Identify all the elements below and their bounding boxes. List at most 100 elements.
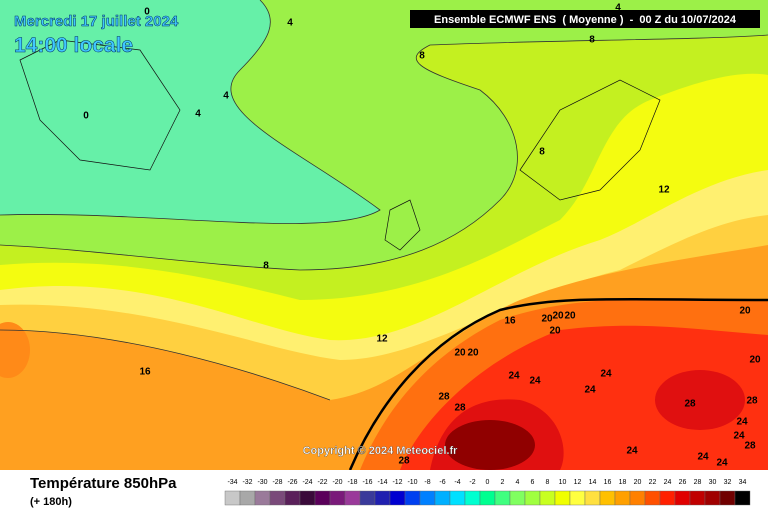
colorbar-label: 10: [559, 479, 567, 486]
contour-label: 28: [438, 392, 450, 403]
model-box: [410, 10, 760, 28]
contour-label: 12: [376, 334, 388, 345]
colorbar-label: 12: [574, 479, 582, 486]
colorbar: -34 -32 -30 -28 -26 -24 -22 -20 -18 -16 -14 -12 -10-…: [224, 479, 751, 506]
colorbar-label: -10: [407, 479, 417, 486]
contour-label: 20: [749, 355, 761, 366]
colorbar-cell: [269, 490, 286, 506]
colorbar-cell: [314, 490, 331, 506]
contour-label: 24: [697, 452, 709, 463]
contour-label: 20: [454, 348, 466, 359]
colorbar-cell: [689, 490, 706, 506]
contour-label: 24: [600, 369, 612, 380]
contour-label: 0: [144, 7, 150, 18]
colorbar-cell: [614, 490, 631, 506]
colorbar-label: 22: [649, 479, 657, 486]
colorbar-label: -34: [227, 479, 237, 486]
colorbar-label: -6: [439, 479, 445, 486]
contour-label: 4: [223, 91, 229, 102]
local-time: 14:00 locale: [14, 34, 133, 57]
contour-label: 24: [716, 458, 728, 469]
contour-label: 28: [746, 396, 758, 407]
colorbar-label: -32: [242, 479, 252, 486]
colorbar-label: -18: [347, 479, 357, 486]
colorbar-cell: [644, 490, 661, 506]
colorbar-label: -30: [257, 479, 267, 486]
colorbar-cell: [599, 490, 616, 506]
colorbar-cell: [509, 490, 526, 506]
colorbar-cell: [344, 490, 361, 506]
contour-label: 24: [529, 376, 541, 387]
contour-label: 28: [454, 403, 466, 414]
colorbar-cell: [704, 490, 721, 506]
contour-label: 4: [615, 3, 621, 14]
colorbar-cell: [539, 490, 556, 506]
colorbar-cell: [734, 490, 751, 506]
colorbar-label: 4: [516, 479, 520, 486]
colorbar-cell: [554, 490, 571, 506]
colorbar-cell: [464, 490, 481, 506]
colorbar-label: 14: [589, 479, 597, 486]
colorbar-cell: [674, 490, 691, 506]
colorbar-cell: [494, 490, 511, 506]
contour-label: 20: [467, 348, 479, 359]
contour-label: 24: [736, 417, 748, 428]
contour-label: 8: [539, 147, 545, 158]
colorbar-label: -2: [469, 479, 475, 486]
colorbar-label: -8: [424, 479, 430, 486]
copyright: Copyright © 2024 Meteociel.fr: [303, 445, 459, 457]
contour-label: 28: [398, 456, 410, 467]
colorbar-cell: [434, 490, 451, 506]
contour-label: 24: [584, 385, 596, 396]
contour-label: 4: [287, 18, 293, 29]
contour-label: 20: [552, 311, 564, 322]
colorbar-label: 32: [724, 479, 732, 486]
colorbar-label: -14: [377, 479, 387, 486]
colorbar-cell: [449, 490, 466, 506]
colorbar-label: -16: [362, 479, 372, 486]
contour-label: 20: [549, 326, 561, 337]
contour-label: 20: [739, 306, 751, 317]
contour-label: 24: [626, 446, 638, 457]
colorbar-label: 24: [664, 479, 672, 486]
contour-label: 16: [504, 316, 516, 327]
contour-label: 28: [684, 399, 696, 410]
colorbar-cell: [284, 490, 301, 506]
colorbar-label: -20: [332, 479, 342, 486]
colorbar-cell: [479, 490, 496, 506]
colorbar-label: -28: [272, 479, 282, 486]
colorbar-label: -4: [454, 479, 460, 486]
contour-label: 4: [195, 109, 201, 120]
colorbar-cell: [629, 490, 646, 506]
contour-label: 28: [744, 441, 756, 452]
valid-date: Mercredi 17 juillet 2024: [14, 13, 179, 30]
contour-label: 8: [263, 261, 269, 272]
colorbar-label: 2: [501, 479, 505, 486]
colorbar-cell: [299, 490, 316, 506]
map: [0, 0, 768, 471]
colorbar-cell: [659, 490, 676, 506]
contour-label: 12: [658, 185, 670, 196]
colorbar-label: -12: [392, 479, 402, 486]
variable-label: Température 850hPa: [30, 475, 177, 492]
colorbar-label: 20: [634, 479, 642, 486]
colorbar-cell: [329, 490, 346, 506]
contour-label: 20: [564, 311, 576, 322]
colorbar-cell: [239, 490, 256, 506]
colorbar-label: 28: [694, 479, 702, 486]
colorbar-cell: [419, 490, 436, 506]
colorbar-label: 18: [619, 479, 627, 486]
colorbar-cell: [584, 490, 601, 506]
colorbar-cell: [359, 490, 376, 506]
colorbar-label: -26: [287, 479, 297, 486]
lead-time: (+ 180h): [30, 496, 72, 508]
colorbar-cell: [374, 490, 391, 506]
colorbar-label: 8: [546, 479, 550, 486]
contour-label: 24: [733, 431, 745, 442]
colorbar-label: 6: [531, 479, 535, 486]
colorbar-label: 26: [679, 479, 687, 486]
contour-label: 20: [541, 314, 553, 325]
colorbar-cell: [719, 490, 736, 506]
contour-label: 8: [589, 35, 595, 46]
